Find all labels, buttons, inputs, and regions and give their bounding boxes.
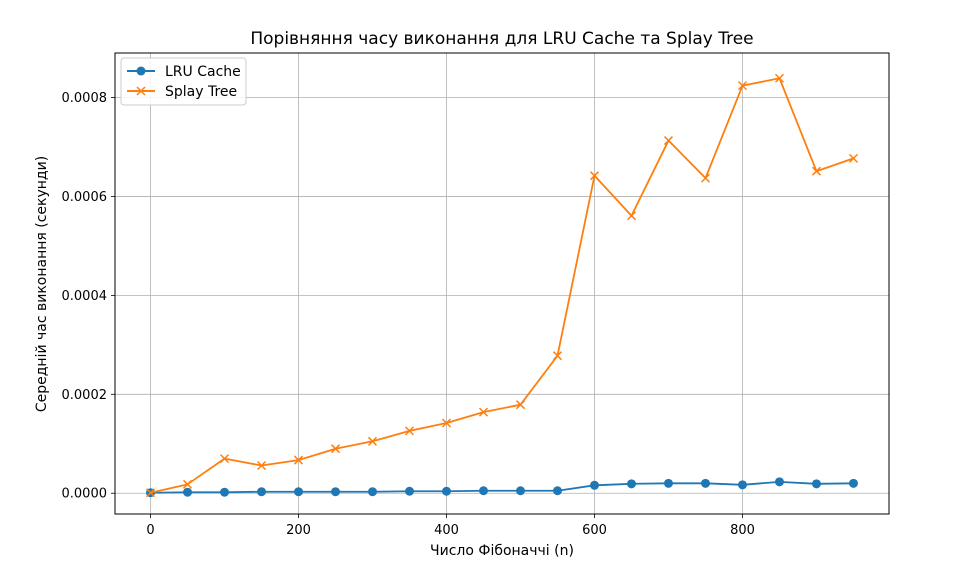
y-tick-label: 0.0002 <box>62 388 108 403</box>
data-point-lru-cache <box>848 478 858 488</box>
data-point-splay-tree <box>367 436 378 446</box>
data-point-splay-tree <box>589 171 600 181</box>
data-point-splay-tree <box>441 418 452 428</box>
y-tick-label: 0.0006 <box>62 190 108 205</box>
legend: LRU Cache Splay Tree <box>120 57 247 106</box>
data-point-splay-tree <box>515 400 526 410</box>
y-tick-label: 0.0008 <box>62 91 108 106</box>
data-point-splay-tree <box>848 153 859 163</box>
y-axis-label: Середній час виконання (секунди) <box>34 156 50 412</box>
data-point-splay-tree <box>811 166 822 176</box>
data-point-splay-tree <box>700 173 711 183</box>
data-point-lru-cache <box>774 477 784 487</box>
data-point-splay-tree <box>737 81 748 91</box>
data-point-splay-tree <box>663 136 674 146</box>
series-layer <box>145 73 859 498</box>
data-point-splay-tree <box>145 488 156 498</box>
legend-marker-lru-cache <box>136 66 146 76</box>
data-point-lru-cache <box>663 478 673 488</box>
y-tick-label: 0.0004 <box>62 289 108 304</box>
data-point-lru-cache <box>405 486 415 496</box>
y-tick-label: 0.0000 <box>62 487 108 502</box>
data-point-lru-cache <box>552 486 562 496</box>
data-point-lru-cache <box>700 478 710 488</box>
data-point-lru-cache <box>331 487 341 497</box>
chart-title: Порівняння часу виконання для LRU Cache … <box>250 29 753 49</box>
series-line-lru-cache <box>150 480 854 494</box>
data-point-lru-cache <box>479 486 489 496</box>
x-tick-label: 0 <box>146 523 154 538</box>
data-point-splay-tree <box>552 351 563 361</box>
ticks: 0 200 400 600 800 0.0000 0.0002 0.0004 0.0006 0.0… <box>62 91 755 538</box>
data-point-splay-tree <box>219 454 230 464</box>
data-point-lru-cache <box>257 487 267 497</box>
plot-frame <box>114 52 890 515</box>
series-splay-tree <box>145 73 859 498</box>
legend-label-splay-tree: Splay Tree <box>165 84 237 100</box>
data-point-lru-cache <box>515 486 525 496</box>
series-lru-cache <box>146 477 858 498</box>
grid <box>115 53 889 514</box>
data-point-splay-tree <box>404 426 415 436</box>
data-point-splay-tree <box>182 479 193 489</box>
data-point-splay-tree <box>478 407 489 417</box>
legend-item-splay-tree: Splay Tree <box>127 84 237 100</box>
legend-box <box>120 57 247 106</box>
legend-item-lru-cache: LRU Cache <box>127 64 241 80</box>
x-axis-label: Число Фібоначчі (n) <box>430 543 574 559</box>
data-point-splay-tree <box>626 211 637 221</box>
x-tick-label: 600 <box>582 523 607 538</box>
data-point-lru-cache <box>183 487 193 497</box>
legend-marker-splay-tree <box>136 86 146 96</box>
x-tick-label: 800 <box>730 523 755 538</box>
data-point-lru-cache <box>294 487 304 497</box>
data-point-splay-tree <box>774 73 785 83</box>
data-point-lru-cache <box>589 480 599 490</box>
data-point-splay-tree <box>330 444 341 454</box>
data-point-splay-tree <box>293 455 304 465</box>
legend-label-lru-cache: LRU Cache <box>165 64 241 80</box>
data-point-splay-tree <box>256 460 267 471</box>
series-line-splay-tree <box>150 77 854 494</box>
data-point-lru-cache <box>220 487 230 497</box>
data-point-lru-cache <box>442 486 452 496</box>
x-tick-label: 200 <box>286 523 311 538</box>
data-point-lru-cache <box>368 487 378 497</box>
x-tick-label: 400 <box>434 523 459 538</box>
data-point-lru-cache <box>626 479 636 489</box>
data-point-lru-cache <box>737 480 747 490</box>
data-point-lru-cache <box>811 479 821 489</box>
